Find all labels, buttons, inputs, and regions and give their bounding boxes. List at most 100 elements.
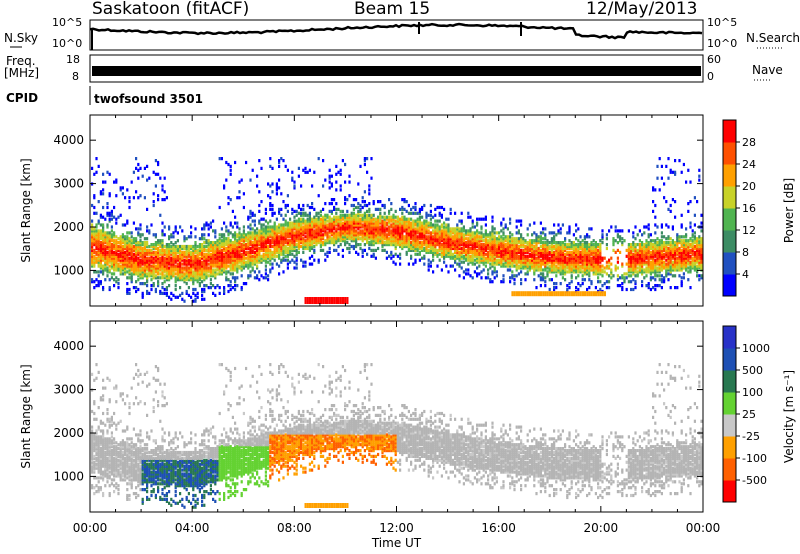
power-cell bbox=[251, 237, 254, 241]
power-cell bbox=[258, 235, 261, 239]
power-cell bbox=[205, 264, 208, 268]
power-cell bbox=[181, 276, 184, 280]
power-cell bbox=[293, 235, 296, 239]
power-cell bbox=[273, 250, 276, 254]
power-cell bbox=[491, 239, 494, 243]
power-cell bbox=[513, 250, 516, 254]
power-cell bbox=[227, 256, 230, 260]
power-cell bbox=[223, 244, 226, 249]
power-cell bbox=[352, 235, 355, 239]
power-cell bbox=[570, 262, 573, 266]
power-cell bbox=[440, 231, 443, 235]
power-cell bbox=[183, 239, 186, 243]
power-cell bbox=[546, 250, 549, 254]
power-cell bbox=[311, 184, 314, 188]
power-cell bbox=[99, 250, 102, 254]
power-cell bbox=[300, 239, 303, 243]
power-cell bbox=[361, 217, 364, 221]
power-cell bbox=[99, 262, 102, 266]
power-cell bbox=[300, 207, 303, 211]
power-cell bbox=[176, 248, 179, 252]
power-cell bbox=[198, 256, 201, 260]
power-cell bbox=[117, 282, 120, 286]
power-cell bbox=[179, 264, 182, 268]
power-cell bbox=[509, 243, 512, 247]
power-cell bbox=[535, 258, 538, 262]
power-cell bbox=[588, 235, 591, 239]
power-cell bbox=[370, 235, 373, 239]
power-cell bbox=[416, 225, 419, 229]
power-cell bbox=[150, 250, 153, 254]
power-cell bbox=[308, 227, 311, 231]
power-cell bbox=[621, 237, 624, 241]
power-cell bbox=[394, 262, 397, 266]
power-cell bbox=[249, 235, 252, 239]
power-cell bbox=[130, 256, 133, 260]
power-cell bbox=[504, 237, 507, 241]
power-cell bbox=[141, 260, 144, 264]
power-cell bbox=[152, 203, 155, 208]
power-cell bbox=[231, 264, 234, 268]
power-cell bbox=[126, 254, 129, 258]
power-cell bbox=[229, 272, 232, 276]
power-cell bbox=[594, 248, 597, 252]
power-cell bbox=[553, 258, 556, 262]
power-cell bbox=[636, 252, 639, 256]
power-cell bbox=[506, 248, 509, 252]
power-cell bbox=[260, 235, 263, 239]
power-cell bbox=[359, 213, 362, 217]
power-cell bbox=[194, 270, 197, 274]
power-cell bbox=[130, 258, 133, 262]
power-cell bbox=[183, 235, 186, 239]
power-cell bbox=[487, 272, 490, 276]
power-cell bbox=[478, 243, 481, 247]
power-cell bbox=[146, 252, 149, 256]
power-cell bbox=[583, 243, 586, 247]
power-cell bbox=[192, 272, 195, 276]
power-cell bbox=[366, 157, 369, 161]
power-cell bbox=[231, 235, 234, 239]
power-cell bbox=[135, 250, 138, 254]
power-cell bbox=[533, 252, 536, 256]
power-cell bbox=[317, 225, 320, 229]
power-cell bbox=[515, 254, 518, 258]
power-cell bbox=[181, 268, 184, 272]
power-cell bbox=[225, 270, 228, 274]
power-cell bbox=[425, 235, 428, 239]
power-cell bbox=[139, 282, 142, 286]
power-cell bbox=[249, 223, 252, 227]
power-cell bbox=[220, 157, 223, 161]
power-cell bbox=[291, 227, 294, 231]
power-cell bbox=[460, 221, 463, 225]
power-cell bbox=[500, 229, 503, 233]
power-cell bbox=[372, 229, 375, 233]
power-cell bbox=[601, 284, 604, 288]
power-cell bbox=[520, 282, 523, 286]
power-cell bbox=[627, 266, 630, 270]
power-cell bbox=[212, 243, 215, 247]
power-cell bbox=[181, 252, 184, 256]
power-cell bbox=[110, 258, 113, 262]
power-cell bbox=[209, 262, 212, 266]
power-cell bbox=[132, 264, 135, 268]
power-cell bbox=[201, 248, 204, 252]
power-cell bbox=[469, 246, 472, 251]
power-cell bbox=[148, 266, 151, 270]
power-cell bbox=[592, 258, 595, 262]
power-cell bbox=[350, 227, 353, 231]
power-cell bbox=[564, 256, 567, 260]
power-cell bbox=[361, 229, 364, 233]
power-cell bbox=[302, 246, 305, 251]
power-cell bbox=[630, 264, 633, 268]
power-cell bbox=[361, 239, 364, 243]
power-cell bbox=[471, 252, 474, 256]
power-cell bbox=[121, 250, 124, 254]
power-cell bbox=[192, 299, 195, 303]
power-cell bbox=[357, 182, 360, 186]
power-cell bbox=[533, 254, 536, 258]
power-cell bbox=[99, 260, 102, 264]
power-cell bbox=[478, 246, 481, 251]
power-cell bbox=[282, 233, 285, 237]
power-cell bbox=[632, 287, 635, 292]
power-cell bbox=[539, 248, 542, 252]
